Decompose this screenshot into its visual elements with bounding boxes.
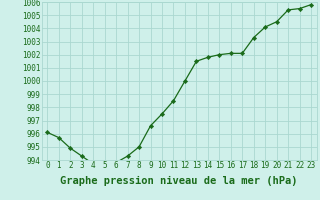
X-axis label: Graphe pression niveau de la mer (hPa): Graphe pression niveau de la mer (hPa) [60, 176, 298, 186]
